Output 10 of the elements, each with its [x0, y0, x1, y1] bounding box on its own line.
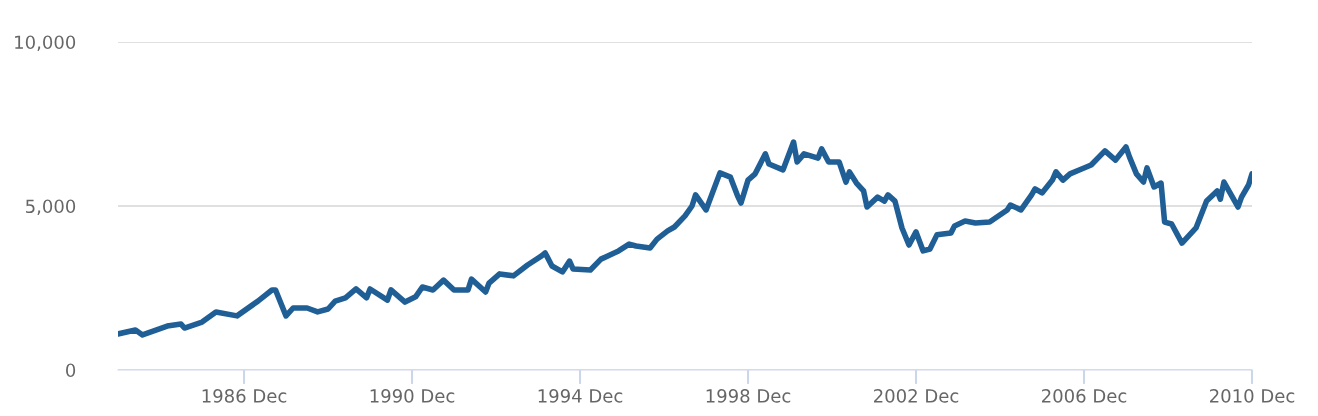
y-tick-label: 10,000	[15, 35, 76, 51]
x-tick-label: 2010 Dec	[1210, 389, 1295, 403]
y-tick-label: 0	[66, 363, 76, 378]
x-tick-label: 1994 Dec	[538, 389, 623, 403]
x-tick-label: 1998 Dec	[706, 389, 791, 403]
y-tick-label: 5,000	[26, 199, 76, 215]
x-tick-label: 1986 Dec	[202, 389, 287, 403]
x-tick-label: 1990 Dec	[370, 389, 455, 403]
x-tick-label: 2006 Dec	[1042, 389, 1127, 403]
x-tick-label: 2002 Dec	[874, 389, 959, 403]
